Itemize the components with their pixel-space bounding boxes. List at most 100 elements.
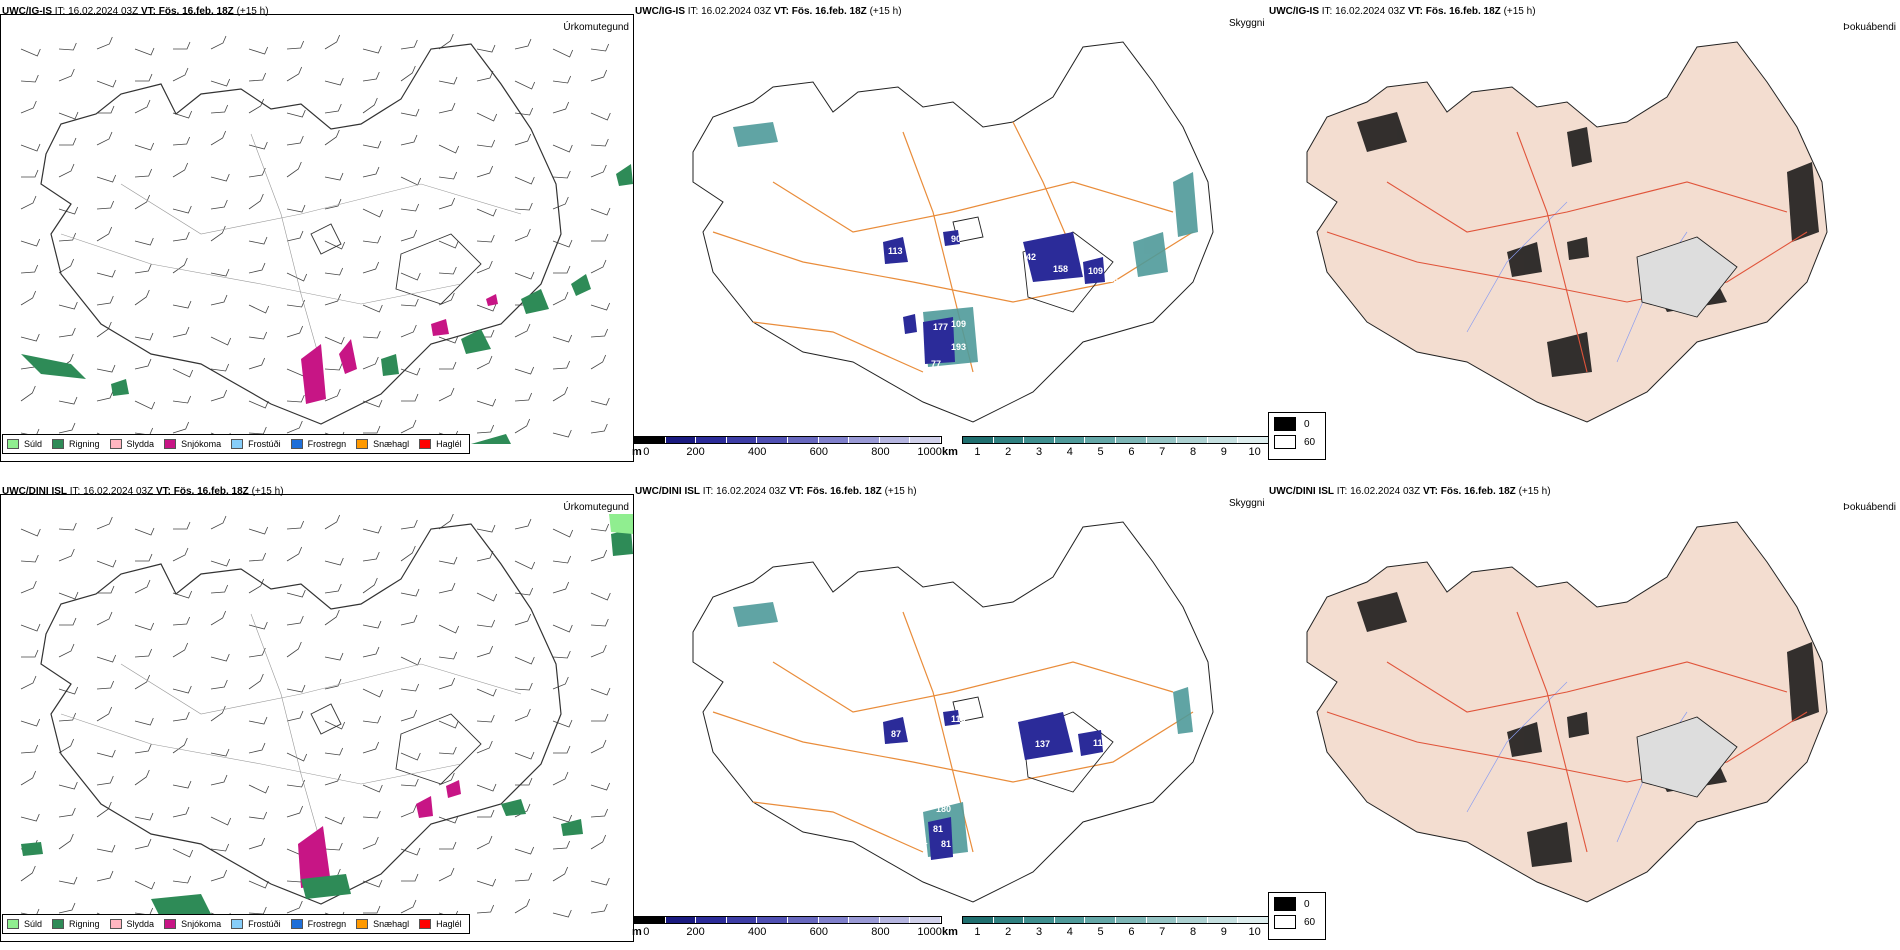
wind-barb (134, 400, 156, 410)
wind-barb (552, 650, 571, 659)
iceland-coastline (40, 43, 562, 425)
wind-barb (514, 682, 533, 691)
wind-barb (172, 737, 188, 754)
fog-legend-swatch (1274, 897, 1296, 911)
cloud-panel-dini: UWC/DINI ISL IT: 16.02.2024 03Z VT: Fös.… (632, 480, 1273, 950)
wind-barb (552, 239, 573, 248)
wind-barb (286, 394, 305, 403)
wind-barb (362, 551, 380, 562)
wind-barb (476, 619, 496, 628)
ceiling-scale-cells (634, 436, 942, 444)
wind-barb (438, 197, 456, 210)
wind-barb (58, 522, 77, 531)
wind-barb (438, 34, 454, 50)
wind-barb (553, 745, 571, 754)
visibility-scalebar: 1 2 3 4 5 6 7 8 9 10 km (942, 436, 1270, 464)
fog-legend-label: 0 (1304, 418, 1310, 430)
legend-swatch (164, 439, 177, 449)
snowfall-areas (298, 780, 461, 888)
wind-barb (324, 816, 345, 825)
scale-cell (910, 437, 941, 443)
wind-barb (172, 205, 192, 214)
wind-barb (172, 711, 190, 722)
ceiling-scale-ticks: 0 200 400 600 800 1000 (634, 924, 942, 938)
wind-barb (476, 904, 495, 914)
wind-barb (248, 193, 264, 210)
wind-barb (286, 520, 305, 530)
wind-barb (210, 515, 227, 530)
scale-cell (1115, 437, 1147, 443)
legend-swatch (356, 919, 369, 929)
wind-barb (438, 867, 455, 882)
wind-barb (514, 176, 535, 185)
wind-barb (552, 196, 569, 210)
wind-barb (552, 909, 572, 918)
wind-barb (476, 740, 493, 754)
legend-swatch (419, 919, 432, 929)
wind-barb (20, 264, 39, 274)
wind-barb (172, 110, 193, 119)
scale-cell (696, 917, 727, 923)
ceiling-label: 180 (936, 804, 951, 814)
wind-barb (58, 327, 76, 338)
wind-barb (20, 675, 37, 690)
wind-barb (210, 294, 228, 306)
wind-barb (400, 778, 419, 787)
wind-barb (514, 587, 534, 596)
valid-time: Fös. 16.feb. 18Z (1425, 6, 1501, 17)
wind-barb (210, 363, 230, 372)
scale-tick-label: 1 (974, 926, 981, 938)
wind-barb (248, 141, 268, 150)
wind-barb (248, 98, 265, 114)
wind-barb (476, 139, 496, 148)
legend-label: Rigning (69, 439, 100, 449)
wind-barb (210, 774, 228, 786)
wind-barb (514, 107, 534, 116)
wind-barb (590, 423, 608, 434)
wind-barb (362, 620, 382, 629)
wind-barb (590, 877, 610, 886)
wind-barb (248, 357, 266, 370)
scale-tick-label: 0 (643, 446, 650, 458)
wind-barb (134, 812, 154, 821)
wind-barb (324, 747, 344, 756)
scale-cell (963, 437, 994, 443)
scale-tick-label: 1000 (917, 926, 942, 938)
scale-cell (849, 437, 880, 443)
wind-barb (324, 388, 341, 402)
lead-time: (+15 h) (1518, 486, 1551, 497)
scale-tick-label: 1 (974, 446, 981, 458)
wind-barb (476, 878, 497, 887)
model-name: UWC/IG-IS (2, 6, 52, 17)
wind-barb (248, 262, 266, 274)
panel-title: UWC/IG-IS IT: 16.02.2024 03Z VT: Fös. 16… (635, 6, 902, 17)
rain-areas (21, 529, 633, 919)
wind-barb (552, 170, 571, 179)
wind-barb (248, 880, 269, 889)
legend-item: Snjókoma (164, 919, 221, 929)
scale-cell (879, 917, 911, 923)
wind-barb (362, 235, 382, 244)
wind-barb (476, 783, 497, 792)
wind-barb (438, 514, 454, 530)
scale-cell (635, 437, 666, 443)
scale-tick-label: 200 (686, 446, 705, 458)
wind-barb (96, 775, 114, 786)
wind-barb (591, 233, 609, 242)
fog-legend-row: 60 (1269, 431, 1325, 449)
precip-legend: Súld Rigning Slydda Snjókoma Frostúði Frostre… (2, 914, 470, 934)
wind-barb (590, 834, 607, 850)
wind-barb (362, 261, 380, 274)
scale-tick-label: 600 (809, 446, 828, 458)
wind-barb (514, 418, 531, 434)
wind-barb (210, 653, 230, 662)
wind-barb (438, 815, 459, 824)
wind-barb (400, 588, 420, 597)
wind-barb (58, 712, 77, 722)
wind-barb (248, 716, 268, 725)
wind-barb (172, 300, 192, 309)
wind-barb (514, 366, 535, 375)
roads-orange (712, 611, 1194, 853)
wind-barb (248, 167, 266, 178)
